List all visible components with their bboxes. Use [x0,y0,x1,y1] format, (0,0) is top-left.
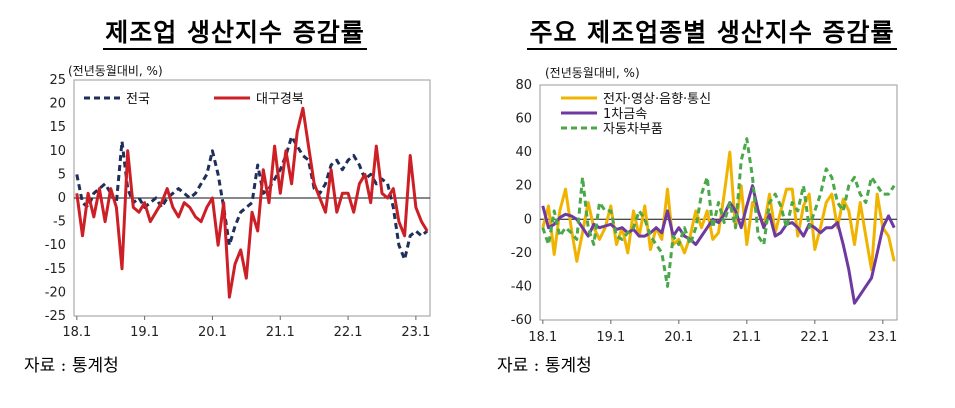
source-note: 자료 : 통계청 [24,356,119,376]
x-tick-label: 22.1 [334,325,363,340]
x-tick-label: 18.1 [62,325,91,340]
y-tick-label: 20 [49,97,66,112]
series-line-1 [541,150,896,272]
plot-frame [539,84,898,321]
x-tick-label: 21.1 [266,325,295,340]
x-tick-label: 21.1 [732,330,761,345]
chart-title: 주요 제조업종별 생산지수 증감률 [477,18,947,50]
y-tick-label: 0 [58,191,66,206]
y-tick-label: 15 [49,120,66,135]
y-tick-label: -40 [511,279,532,294]
y-tick-label: -5 [53,215,66,230]
chart-panel-national: 제조업 생산지수 증감률 (전년동월대비, %) 25 20 15 10 5 0 -5 -10… [0,0,470,408]
y-tick-label: 25 [49,73,66,88]
x-tick-label: 23.1 [401,325,430,340]
x-tick-label: 19.1 [130,325,159,340]
x-tick-label: 22.1 [800,330,829,345]
legend-label: 자동차부품 [603,122,663,137]
source-note: 자료 : 통계청 [497,356,592,376]
legend-label: 전자·영상·음향·통신 [603,92,711,107]
chart-title: 제조업 생산지수 증감률 [0,18,470,50]
legend-label: 전국 [126,92,150,107]
x-tick-label: 18.1 [528,330,557,345]
y-tick-label: 60 [515,112,532,127]
y-tick-label: -20 [511,246,532,261]
series-line-2 [541,184,896,305]
x-tick-label: 20.1 [664,330,693,345]
series-line-2 [75,106,429,299]
y-tick-label: 80 [515,78,532,93]
x-tick-label: 23.1 [868,330,897,345]
x-tick-label: 20.1 [198,325,227,340]
series-line-3 [541,137,896,288]
y-tick-label: -15 [45,262,66,277]
unit-label: (전년동월대비, %) [545,66,640,80]
y-tick-label: 5 [58,167,66,182]
line-chart-industry-production: 80 60 40 20 0 -20 -40 -60 18.1 19.1 20.1 21.1 22.1 23… [511,78,898,345]
legend-label: 1차금속 [603,107,647,122]
y-tick-label: -25 [45,309,66,324]
y-tick-label: 10 [49,144,66,159]
legend-label: 대구경북 [256,92,304,107]
unit-label: (전년동월대비, %) [68,64,163,78]
chart-panel-industry: 주요 제조업종별 생산지수 증감률 (전년동월대비, %) 80 60 40 20 0 -… [477,0,947,408]
y-tick-label: 20 [515,179,532,194]
y-tick-label: 0 [524,212,532,227]
y-tick-label: -10 [45,238,66,253]
y-tick-label: 40 [515,145,532,160]
y-tick-label: -20 [45,285,66,300]
series-line-1 [75,135,429,261]
y-tick-label: -60 [511,313,532,328]
x-tick-label: 19.1 [596,330,625,345]
